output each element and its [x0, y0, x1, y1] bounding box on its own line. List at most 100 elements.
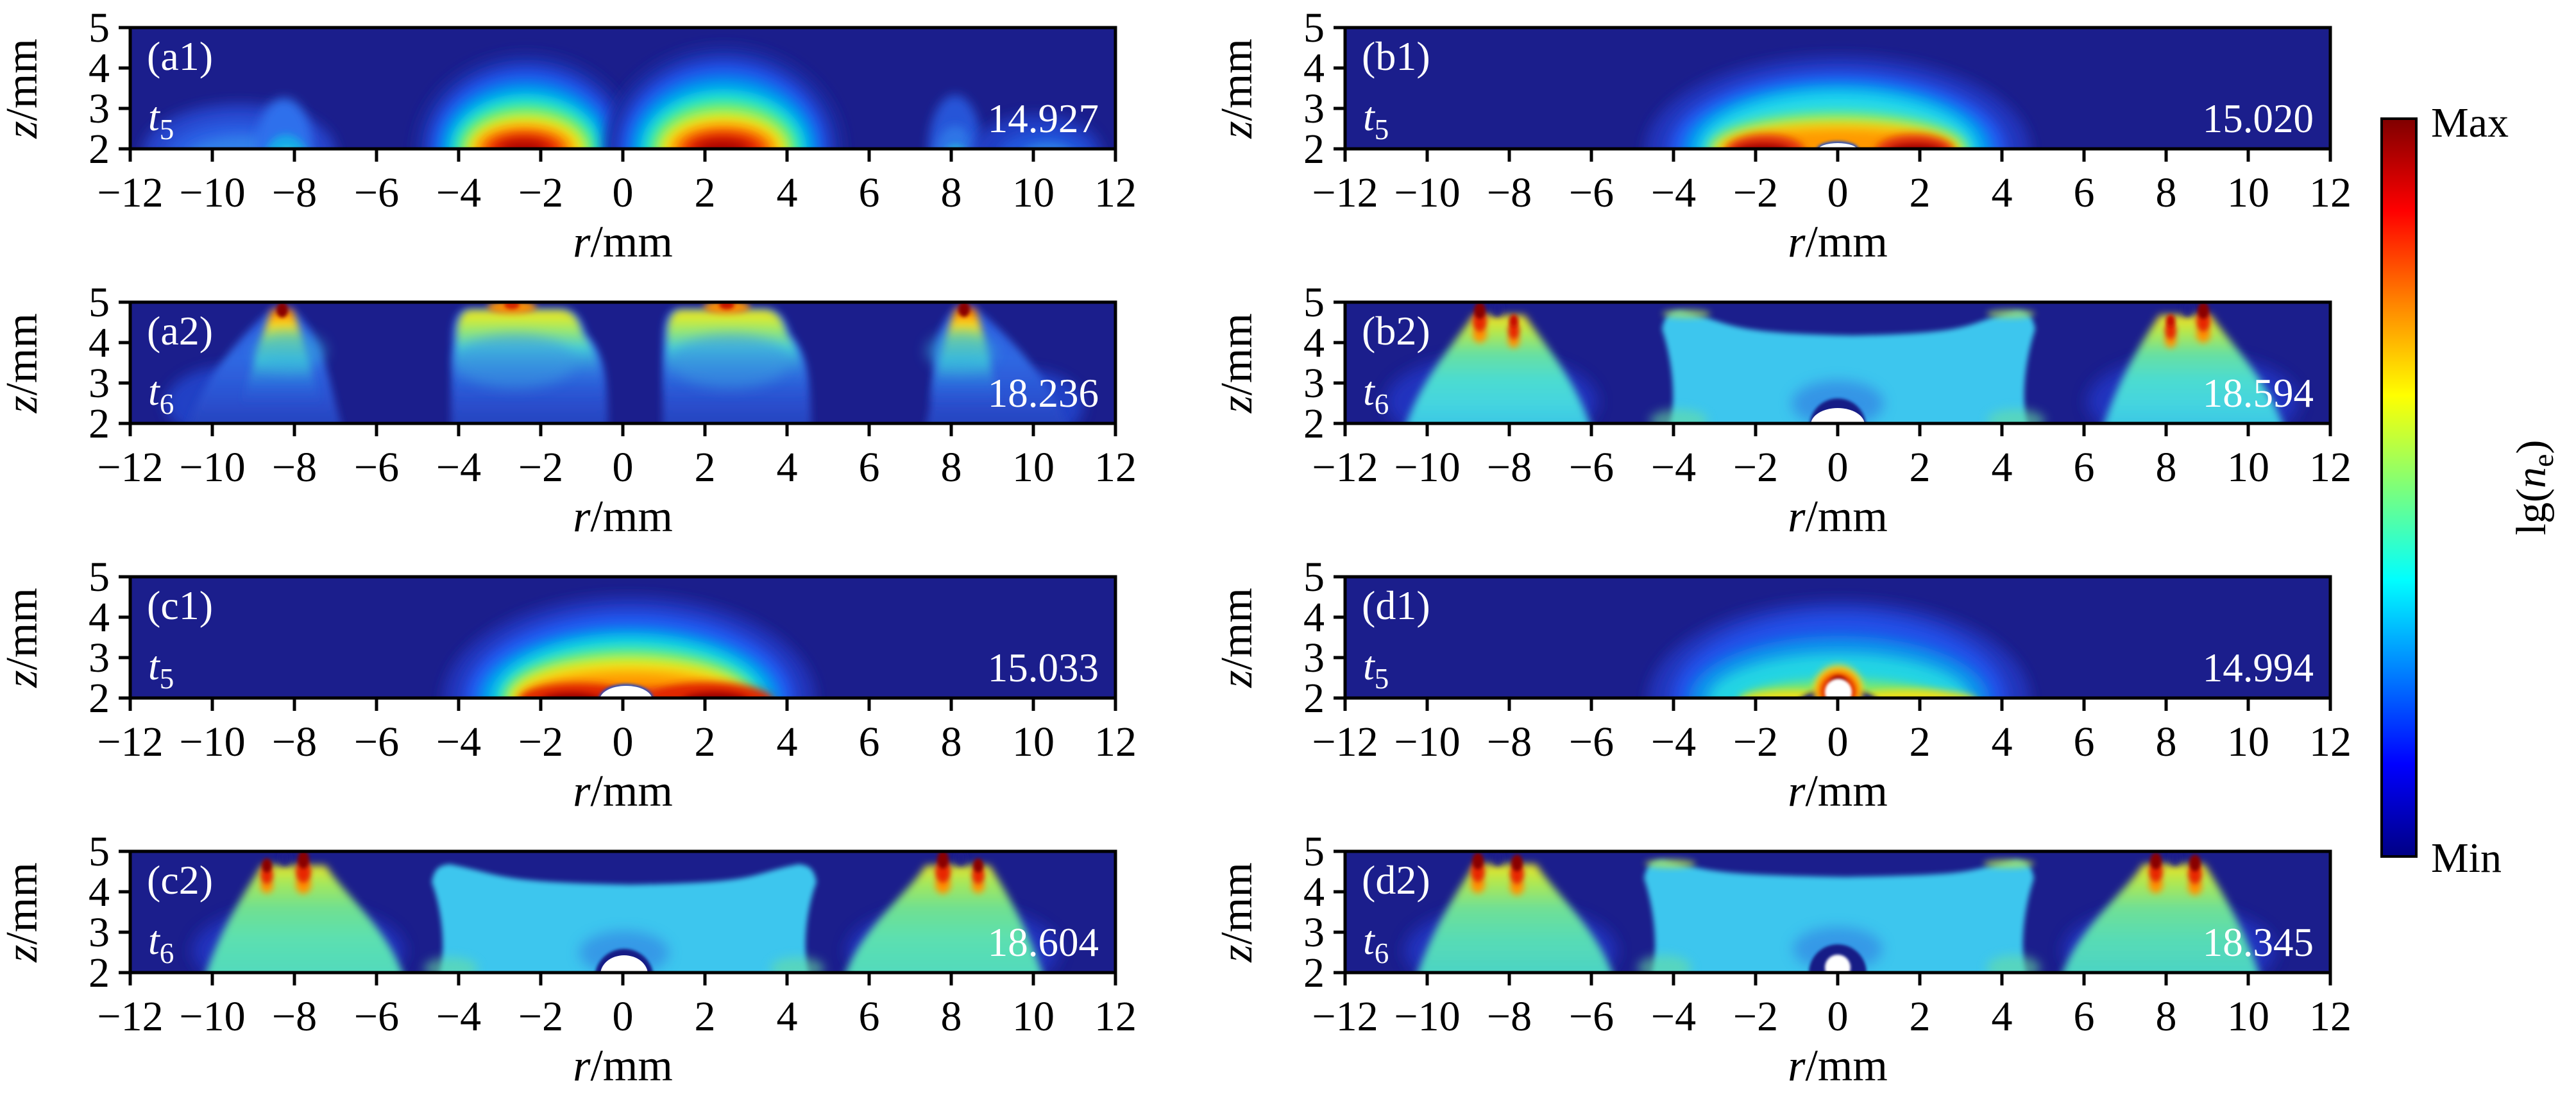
svg-text:z/mm: z/mm — [0, 313, 47, 414]
svg-text:12: 12 — [1094, 993, 1137, 1040]
svg-text:−6: −6 — [354, 444, 399, 491]
svg-text:−8: −8 — [1487, 169, 1532, 216]
svg-text:−8: −8 — [1487, 993, 1532, 1040]
svg-text:r/mm: r/mm — [573, 217, 673, 267]
svg-text:4: 4 — [1303, 594, 1325, 641]
svg-text:4: 4 — [777, 993, 798, 1040]
svg-text:z/mm: z/mm — [0, 38, 47, 139]
svg-text:2: 2 — [695, 993, 716, 1040]
svg-text:Max: Max — [2431, 99, 2509, 146]
svg-text:2: 2 — [1303, 400, 1325, 447]
svg-text:10: 10 — [1012, 993, 1055, 1040]
svg-text:(a1): (a1) — [147, 33, 213, 79]
svg-text:0: 0 — [1827, 993, 1849, 1040]
svg-text:−2: −2 — [1733, 169, 1778, 216]
svg-text:3: 3 — [89, 360, 110, 407]
svg-text:−8: −8 — [1487, 719, 1532, 765]
svg-text:3: 3 — [1303, 85, 1325, 132]
svg-text:8: 8 — [2156, 719, 2177, 765]
svg-text:−6: −6 — [1569, 444, 1614, 491]
svg-text:6: 6 — [2074, 169, 2095, 216]
svg-text:(b1): (b1) — [1362, 33, 1430, 79]
svg-text:12: 12 — [2309, 719, 2351, 765]
svg-text:3: 3 — [1303, 360, 1325, 407]
svg-text:12: 12 — [2309, 169, 2351, 216]
svg-text:−2: −2 — [1733, 444, 1778, 491]
svg-text:−6: −6 — [354, 719, 399, 765]
svg-text:3: 3 — [1303, 909, 1325, 956]
svg-text:6: 6 — [2074, 719, 2095, 765]
svg-text:3: 3 — [1303, 635, 1325, 681]
svg-text:18.236: 18.236 — [988, 371, 1099, 416]
svg-text:4: 4 — [777, 719, 798, 765]
svg-text:6: 6 — [859, 169, 880, 216]
svg-text:2: 2 — [1303, 950, 1325, 996]
svg-text:2: 2 — [695, 444, 716, 491]
svg-text:2: 2 — [1910, 993, 1931, 1040]
svg-text:−10: −10 — [179, 719, 245, 765]
svg-text:0: 0 — [1827, 719, 1849, 765]
svg-text:10: 10 — [2227, 993, 2269, 1040]
svg-text:8: 8 — [2156, 444, 2177, 491]
svg-text:18.594: 18.594 — [2203, 371, 2314, 416]
svg-text:(c2): (c2) — [147, 857, 213, 903]
svg-text:z/mm: z/mm — [1212, 862, 1262, 963]
svg-text:5: 5 — [1303, 4, 1325, 51]
svg-text:0: 0 — [1827, 169, 1849, 216]
svg-text:12: 12 — [2309, 993, 2351, 1040]
svg-text:−2: −2 — [518, 719, 563, 765]
svg-text:4: 4 — [1992, 169, 2013, 216]
svg-text:2: 2 — [1910, 169, 1931, 216]
svg-text:(d2): (d2) — [1362, 857, 1430, 903]
svg-text:8: 8 — [2156, 169, 2177, 216]
svg-text:10: 10 — [1012, 444, 1055, 491]
svg-text:−8: −8 — [272, 719, 317, 765]
svg-text:4: 4 — [1303, 869, 1325, 916]
svg-text:3: 3 — [89, 85, 110, 132]
svg-text:−6: −6 — [1569, 169, 1614, 216]
svg-text:−6: −6 — [354, 993, 399, 1040]
svg-text:6: 6 — [2074, 993, 2095, 1040]
svg-text:8: 8 — [2156, 993, 2177, 1040]
svg-text:0: 0 — [1827, 444, 1849, 491]
svg-text:5: 5 — [89, 4, 110, 51]
svg-text:−2: −2 — [1733, 719, 1778, 765]
svg-text:10: 10 — [1012, 169, 1055, 216]
svg-text:−8: −8 — [272, 444, 317, 491]
svg-text:−10: −10 — [179, 444, 245, 491]
svg-text:10: 10 — [1012, 719, 1055, 765]
svg-text:14.994: 14.994 — [2203, 645, 2314, 690]
svg-text:2: 2 — [695, 719, 716, 765]
svg-text:−4: −4 — [436, 993, 481, 1040]
svg-text:4: 4 — [89, 45, 110, 92]
svg-text:2: 2 — [89, 950, 110, 996]
svg-text:−12: −12 — [97, 719, 163, 765]
svg-text:z/mm: z/mm — [1212, 313, 1262, 414]
svg-text:−10: −10 — [179, 169, 245, 216]
svg-text:5: 5 — [1303, 279, 1325, 326]
svg-text:2: 2 — [1910, 719, 1931, 765]
svg-text:Min: Min — [2431, 835, 2502, 882]
svg-text:6: 6 — [859, 444, 880, 491]
svg-text:8: 8 — [941, 719, 962, 765]
svg-text:2: 2 — [695, 169, 716, 216]
svg-text:0: 0 — [613, 169, 634, 216]
svg-text:5: 5 — [89, 828, 110, 875]
svg-text:4: 4 — [1303, 45, 1325, 92]
svg-text:(d1): (d1) — [1362, 583, 1430, 628]
svg-text:r/mm: r/mm — [573, 1041, 673, 1091]
svg-text:r/mm: r/mm — [1788, 217, 1888, 267]
svg-text:2: 2 — [89, 126, 110, 173]
svg-text:r/mm: r/mm — [1788, 492, 1888, 541]
svg-text:4: 4 — [777, 169, 798, 216]
svg-text:−6: −6 — [1569, 993, 1614, 1040]
svg-text:10: 10 — [2227, 719, 2269, 765]
svg-text:(b2): (b2) — [1362, 308, 1430, 354]
svg-text:−10: −10 — [1394, 719, 1460, 765]
svg-text:12: 12 — [1094, 444, 1137, 491]
svg-text:−8: −8 — [1487, 444, 1532, 491]
svg-text:−2: −2 — [1733, 993, 1778, 1040]
svg-text:6: 6 — [2074, 444, 2095, 491]
svg-text:−12: −12 — [1312, 719, 1378, 765]
svg-text:5: 5 — [1303, 554, 1325, 601]
